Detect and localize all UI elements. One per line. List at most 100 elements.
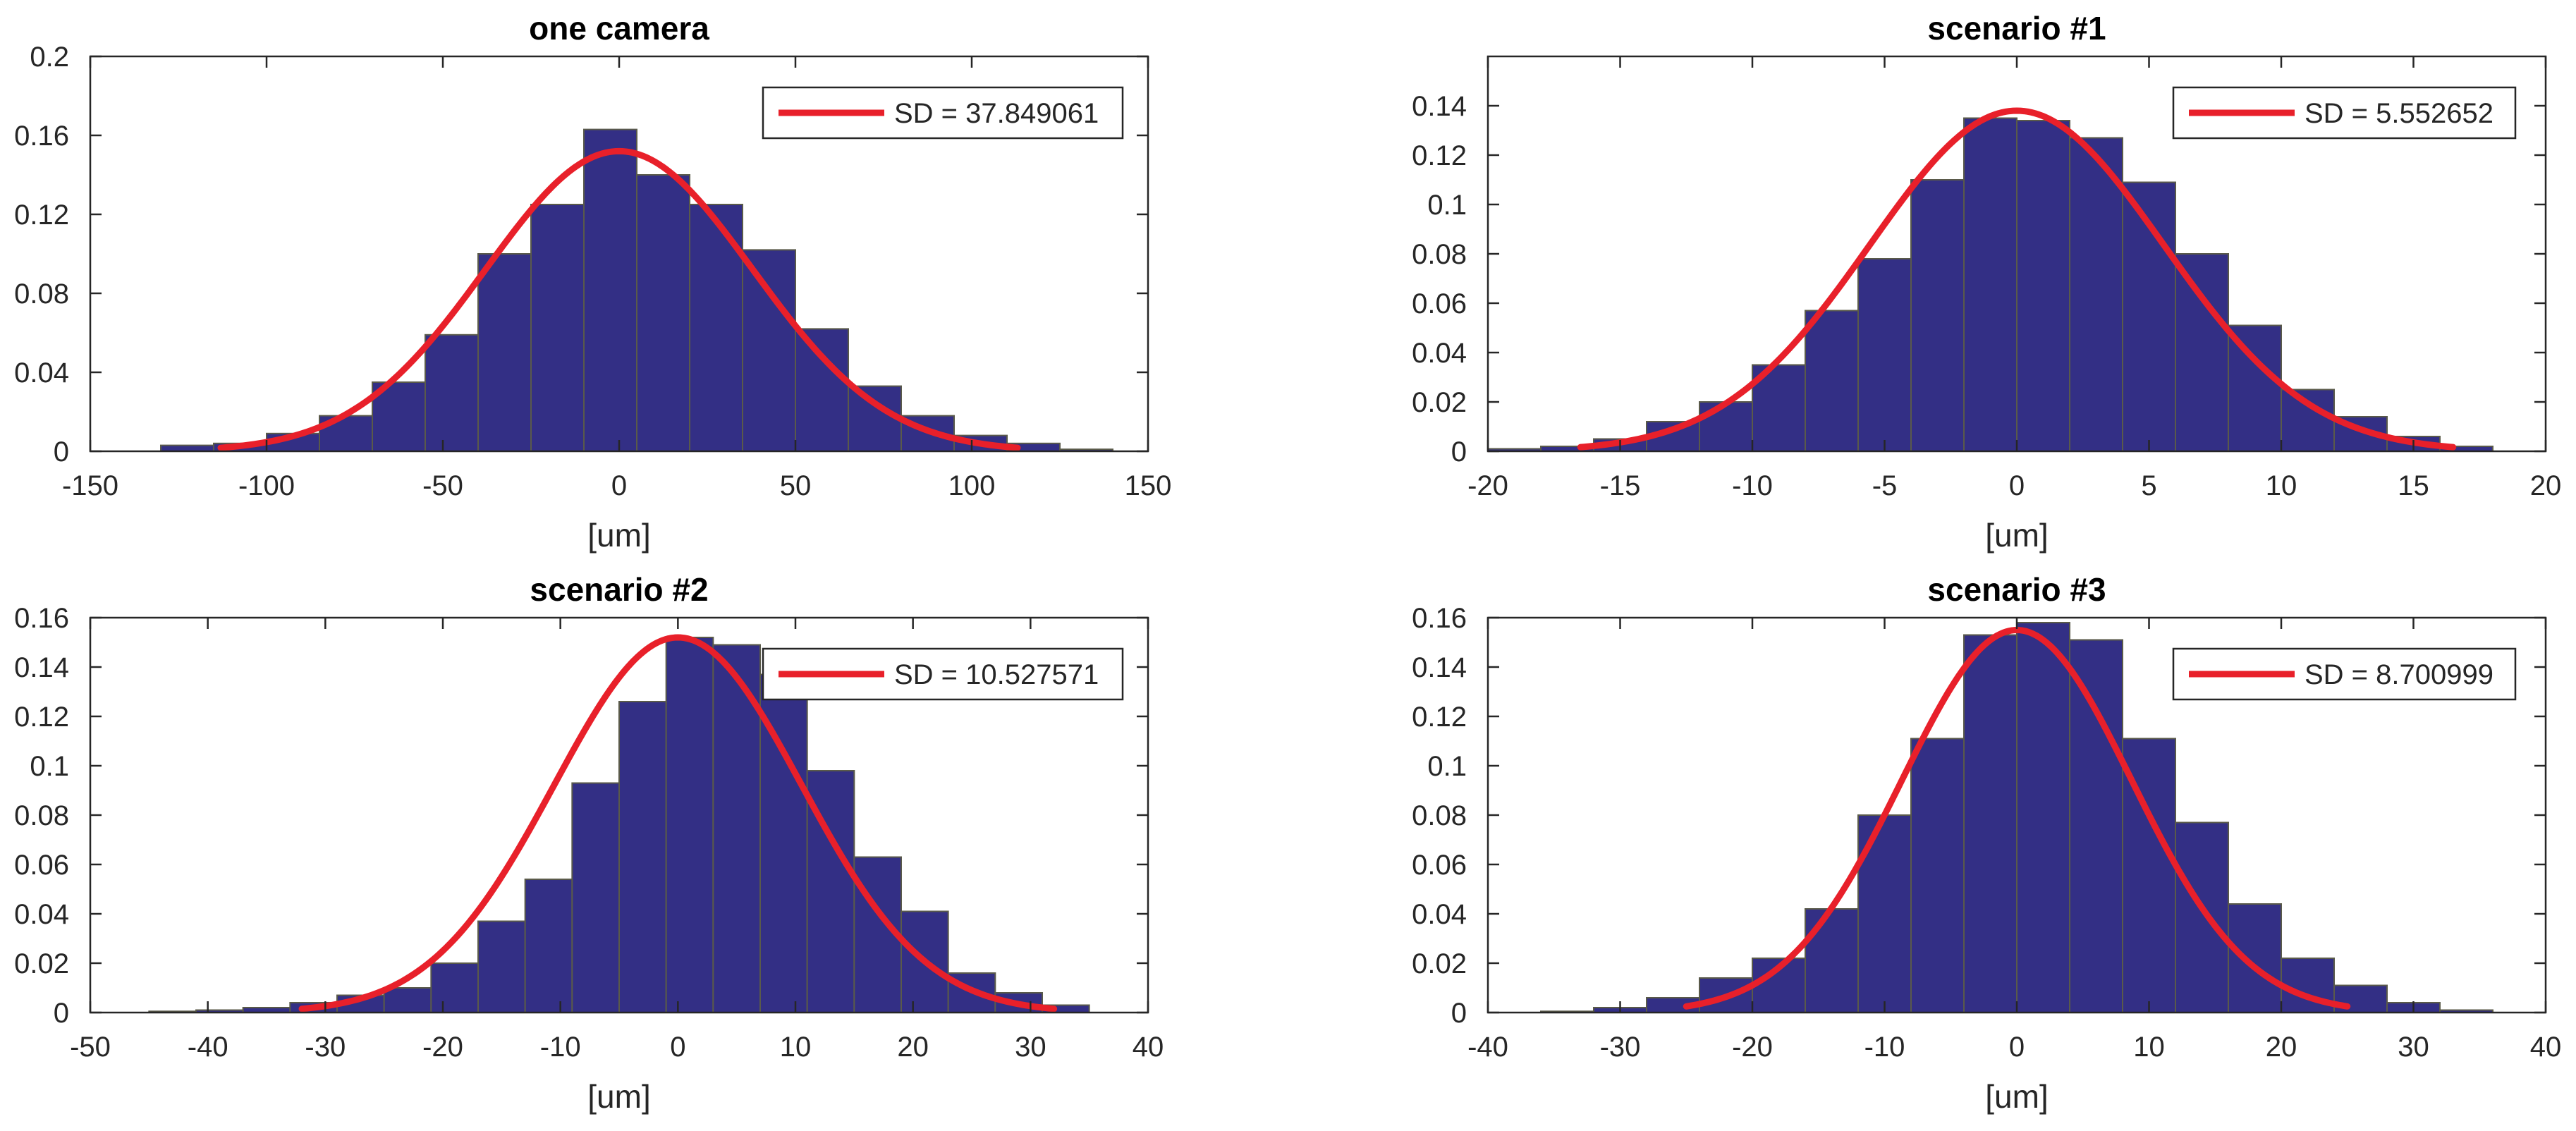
x-tick-label: -10 — [540, 1032, 581, 1063]
histogram-bar — [2228, 324, 2282, 452]
x-tick-label: -40 — [1467, 1032, 1508, 1063]
histogram-bar — [530, 204, 585, 452]
x-tick-label: -30 — [1600, 1032, 1641, 1063]
legend — [762, 647, 1124, 701]
x-tick-label: -20 — [422, 1032, 463, 1063]
x-tick-label: 30 — [1015, 1032, 1046, 1063]
histogram-bar — [1910, 179, 1965, 452]
histogram-bar — [2069, 137, 2123, 452]
y-tick-label: 0.14 — [14, 652, 69, 683]
chart-title: one camera — [529, 10, 709, 47]
histogram-bar — [1699, 401, 1753, 452]
legend — [762, 86, 1124, 140]
histogram-bar — [2175, 253, 2229, 452]
x-tick-label: -10 — [1864, 1032, 1905, 1063]
legend-entry-sd: SD = 10.527571 — [894, 659, 1099, 690]
x-axis-label: [um] — [1985, 517, 2048, 554]
y-tick-label: 0.12 — [1412, 140, 1467, 171]
y-tick-label: 0.04 — [1412, 338, 1467, 369]
x-axis-label: [um] — [587, 517, 650, 554]
chart-title: scenario #3 — [1927, 571, 2106, 608]
x-tick-label: -50 — [70, 1032, 111, 1063]
x-axis-label: [um] — [1985, 1078, 2048, 1115]
histogram-bars — [160, 128, 1113, 453]
x-tick-label: 100 — [948, 470, 996, 501]
legend-entry-sd: SD = 8.700999 — [2305, 659, 2493, 690]
histogram-bar — [2016, 622, 2070, 1013]
x-tick-label: -50 — [422, 470, 463, 501]
x-tick-label: -20 — [1467, 470, 1508, 501]
y-tick-label: 0.02 — [1412, 387, 1467, 418]
histogram-bar — [477, 253, 532, 452]
legend-entry-sd: SD = 37.849061 — [894, 98, 1099, 129]
x-tick-label: 20 — [2266, 1032, 2297, 1063]
x-tick-label: 150 — [1125, 470, 1172, 501]
x-tick-label: 40 — [2530, 1032, 2562, 1063]
y-tick-label: 0 — [1451, 436, 1467, 467]
x-tick-label: 20 — [2530, 470, 2562, 501]
histogram-bar — [1910, 738, 1965, 1013]
histogram-bar — [1963, 634, 2018, 1013]
x-tick-label: -5 — [1872, 470, 1898, 501]
x-tick-label: -40 — [188, 1032, 228, 1063]
x-tick-label: -100 — [238, 470, 295, 501]
y-tick-label: 0.08 — [1412, 800, 1467, 831]
histogram-bar — [2016, 120, 2070, 452]
histogram-bar — [2069, 639, 2123, 1013]
x-tick-label: 40 — [1133, 1032, 1164, 1063]
x-tick-label: -15 — [1600, 470, 1641, 501]
y-tick-label: 0.02 — [14, 948, 69, 979]
y-tick-label: 0.1 — [30, 751, 69, 782]
x-tick-label: 5 — [2141, 470, 2156, 501]
legend — [2172, 647, 2517, 701]
histogram-bar — [477, 920, 526, 1013]
y-tick-label: 0.16 — [14, 603, 69, 634]
histogram-bar — [2228, 903, 2282, 1013]
x-tick-label: -150 — [62, 470, 118, 501]
x-tick-label: 10 — [780, 1032, 812, 1063]
histogram-bar — [583, 128, 637, 452]
y-tick-label: 0.16 — [14, 121, 69, 152]
y-tick-label: 0.06 — [14, 850, 69, 881]
histogram-bar — [430, 962, 479, 1013]
histogram-bar — [2175, 821, 2229, 1013]
histogram-bar — [665, 637, 714, 1013]
normal-fit-line — [298, 634, 1058, 1013]
y-tick-label: 0.14 — [1412, 91, 1467, 122]
y-tick-label: 0.06 — [1412, 288, 1467, 319]
y-tick-label: 0.1 — [1427, 190, 1467, 221]
x-tick-label: -30 — [305, 1032, 346, 1063]
y-tick-label: 0.16 — [1412, 603, 1467, 634]
histogram-bar — [425, 334, 479, 452]
legend-entry-sd: SD = 5.552652 — [2305, 98, 2493, 129]
x-axis-label: [um] — [587, 1078, 650, 1115]
y-tick-label: 0.04 — [1412, 899, 1467, 930]
x-tick-label: 10 — [2266, 470, 2297, 501]
histogram-bar — [1805, 908, 1859, 1013]
histogram-bar — [571, 782, 620, 1013]
histogram-bar — [1963, 117, 2018, 452]
x-tick-label: 50 — [780, 470, 812, 501]
subplot-scenario-3: scenario #3 [um] SD = 8.700999 -40 -30 -20… — [1412, 571, 2561, 1115]
histogram-bar — [1805, 310, 1859, 452]
chart-title: scenario #1 — [1927, 10, 2106, 47]
chart-title: scenario #2 — [530, 571, 708, 608]
y-tick-label: 0.08 — [14, 279, 69, 310]
histogram-bar — [319, 415, 373, 452]
y-tick-label: 0.12 — [14, 200, 69, 231]
subplot-scenario-2: scenario #2 [um] SD = 10.527571 -50 -40 -3… — [14, 571, 1164, 1115]
subplot-scenario-1: scenario #1 [um] SD = 5.552652 -20 -15 -10… — [1412, 10, 2561, 554]
histogram-bar — [848, 385, 902, 452]
y-tick-label: 0.02 — [1412, 948, 1467, 979]
x-tick-label: 20 — [897, 1032, 929, 1063]
x-tick-label: 0 — [670, 1032, 685, 1063]
histogram-bar — [524, 879, 573, 1013]
y-tick-label: 0.14 — [1412, 652, 1467, 683]
y-tick-label: 0.1 — [1427, 751, 1467, 782]
normal-fit-line — [217, 147, 1021, 451]
x-tick-label: -20 — [1732, 1032, 1773, 1063]
x-tick-label: 30 — [2398, 1032, 2429, 1063]
x-tick-label: 10 — [2133, 1032, 2165, 1063]
x-tick-label: 15 — [2398, 470, 2429, 501]
